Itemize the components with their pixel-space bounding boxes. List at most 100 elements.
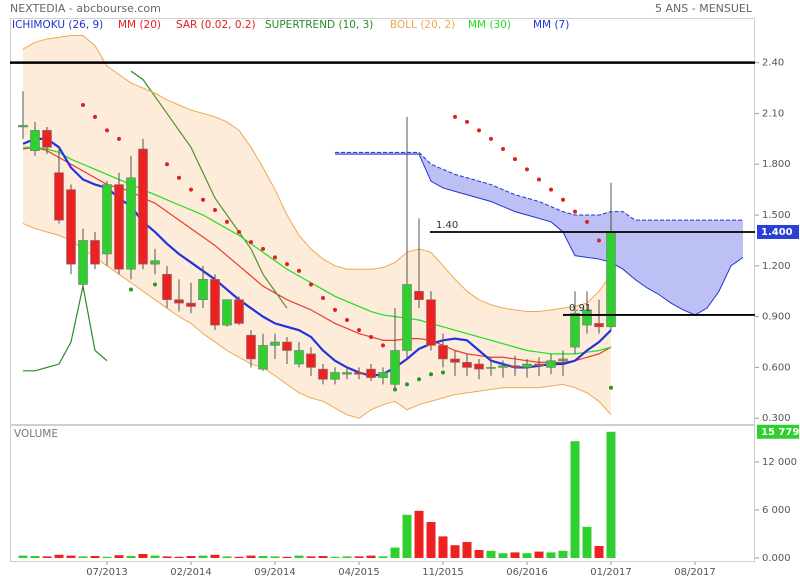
bollinger-upper (22, 35, 612, 313)
candle-body (378, 372, 388, 378)
volume-plot (18, 431, 616, 558)
candle-body (282, 341, 292, 351)
volume-bar (342, 556, 352, 558)
sar-dot (189, 187, 193, 192)
y-tick-label: 12 000 (762, 457, 797, 468)
candle-body (534, 363, 544, 367)
candle-body (558, 358, 568, 361)
candle-body (450, 358, 460, 363)
sar-dot (441, 370, 445, 375)
y-tick-label: 0.300 (762, 413, 791, 424)
volume-bar (414, 510, 424, 558)
candle-body (174, 299, 184, 304)
legend-entry: MM (20) (118, 19, 161, 31)
volume-bar (366, 555, 376, 558)
chart-title: NEXTEDIA - abcbourse.com (10, 2, 161, 15)
sar-dot (333, 307, 337, 312)
volume-bar (474, 550, 484, 558)
candle-body (462, 362, 472, 368)
sar-dot (369, 334, 373, 339)
volume-bar (450, 545, 460, 558)
sar-dot (285, 262, 289, 267)
sar-dot (609, 385, 613, 390)
candle-body (498, 365, 508, 368)
candle-body (114, 184, 124, 270)
sar-dot (309, 282, 313, 287)
volume-bar (546, 552, 556, 558)
sar-dot (237, 229, 241, 234)
legend-entry: BOLL (20, 2) (390, 19, 455, 31)
candle-body (246, 334, 256, 360)
period: 5 ANS - MENSUEL (655, 2, 753, 15)
sar-dot (513, 157, 517, 162)
candle-body (414, 290, 424, 301)
y-tick-label: 1.500 (762, 210, 791, 221)
y-tick-label: 2.10 (762, 108, 784, 119)
x-tick-label: 02/2014 (170, 567, 212, 578)
volume-bar (90, 556, 100, 558)
volume-bar (258, 556, 268, 558)
axes: 0.300 0.600 0.900 1.200 1.500 1.800 2.10 2.40 0.… (86, 58, 797, 578)
candle-body (198, 279, 208, 301)
candle-body (210, 279, 220, 326)
indicator-line (130, 70, 288, 309)
candle-body (438, 345, 448, 360)
indicator-line (23, 286, 108, 372)
sar-dot (141, 152, 145, 157)
volume-bar (294, 555, 304, 558)
y-tick-label: 2.40 (762, 58, 784, 69)
legend-entry: MM (30) (468, 19, 511, 31)
legend-entry: SAR (0.02, 0.2) (176, 19, 256, 31)
sar-dot (105, 128, 109, 133)
x-tick-label: 06/2016 (506, 567, 548, 578)
volume-panel-frame (10, 425, 755, 562)
sar-dot (477, 128, 481, 133)
sar-dot (357, 328, 361, 333)
candle-body (150, 260, 160, 265)
bollinger-lower (22, 223, 612, 419)
volume-bar (210, 554, 220, 558)
x-tick-label: 04/2015 (338, 567, 380, 578)
last-price-box (757, 224, 799, 239)
sar-dot (225, 219, 229, 224)
sar-dot (405, 382, 409, 387)
sar-dot (561, 197, 565, 202)
candle-body (582, 309, 592, 326)
candle-body (402, 284, 412, 351)
sar-dot (249, 240, 253, 245)
candle-body (546, 360, 556, 368)
sar-dot (549, 187, 553, 192)
volume-bar (390, 547, 400, 558)
candle-body (18, 124, 28, 128)
volume-bar (198, 555, 208, 558)
volume-bar (462, 542, 472, 558)
sar-dot (453, 114, 457, 119)
price-plot (18, 35, 744, 419)
legend-entry: MM (7) (533, 19, 569, 31)
volume-bar (30, 556, 40, 558)
last-volume-label: 15 779 (761, 427, 799, 438)
volume-bar (306, 556, 316, 558)
candle-body (606, 231, 616, 328)
legend-entry: SUPERTREND (10, 3) (265, 19, 373, 31)
sar-dot (261, 246, 265, 251)
volume-title: VOLUME (14, 428, 58, 440)
sar-dot (537, 177, 541, 182)
sar-dot (465, 119, 469, 124)
volume-bar (78, 556, 88, 558)
y-tick-label: 0.600 (762, 362, 791, 373)
volume-bar (318, 556, 328, 558)
volume-bar (234, 556, 244, 558)
volume-bar (498, 553, 508, 558)
sar-dot (117, 136, 121, 141)
volume-bar (558, 550, 568, 558)
sar-dot (345, 318, 349, 323)
legend-entry: ICHIMOKU (26, 9) (12, 19, 103, 31)
candle-body (366, 368, 376, 378)
ichimoku-cloud (335, 152, 743, 315)
candle-body (342, 372, 352, 375)
volume-bar (222, 556, 232, 558)
candle-body (102, 184, 112, 255)
candle-body (570, 312, 580, 348)
